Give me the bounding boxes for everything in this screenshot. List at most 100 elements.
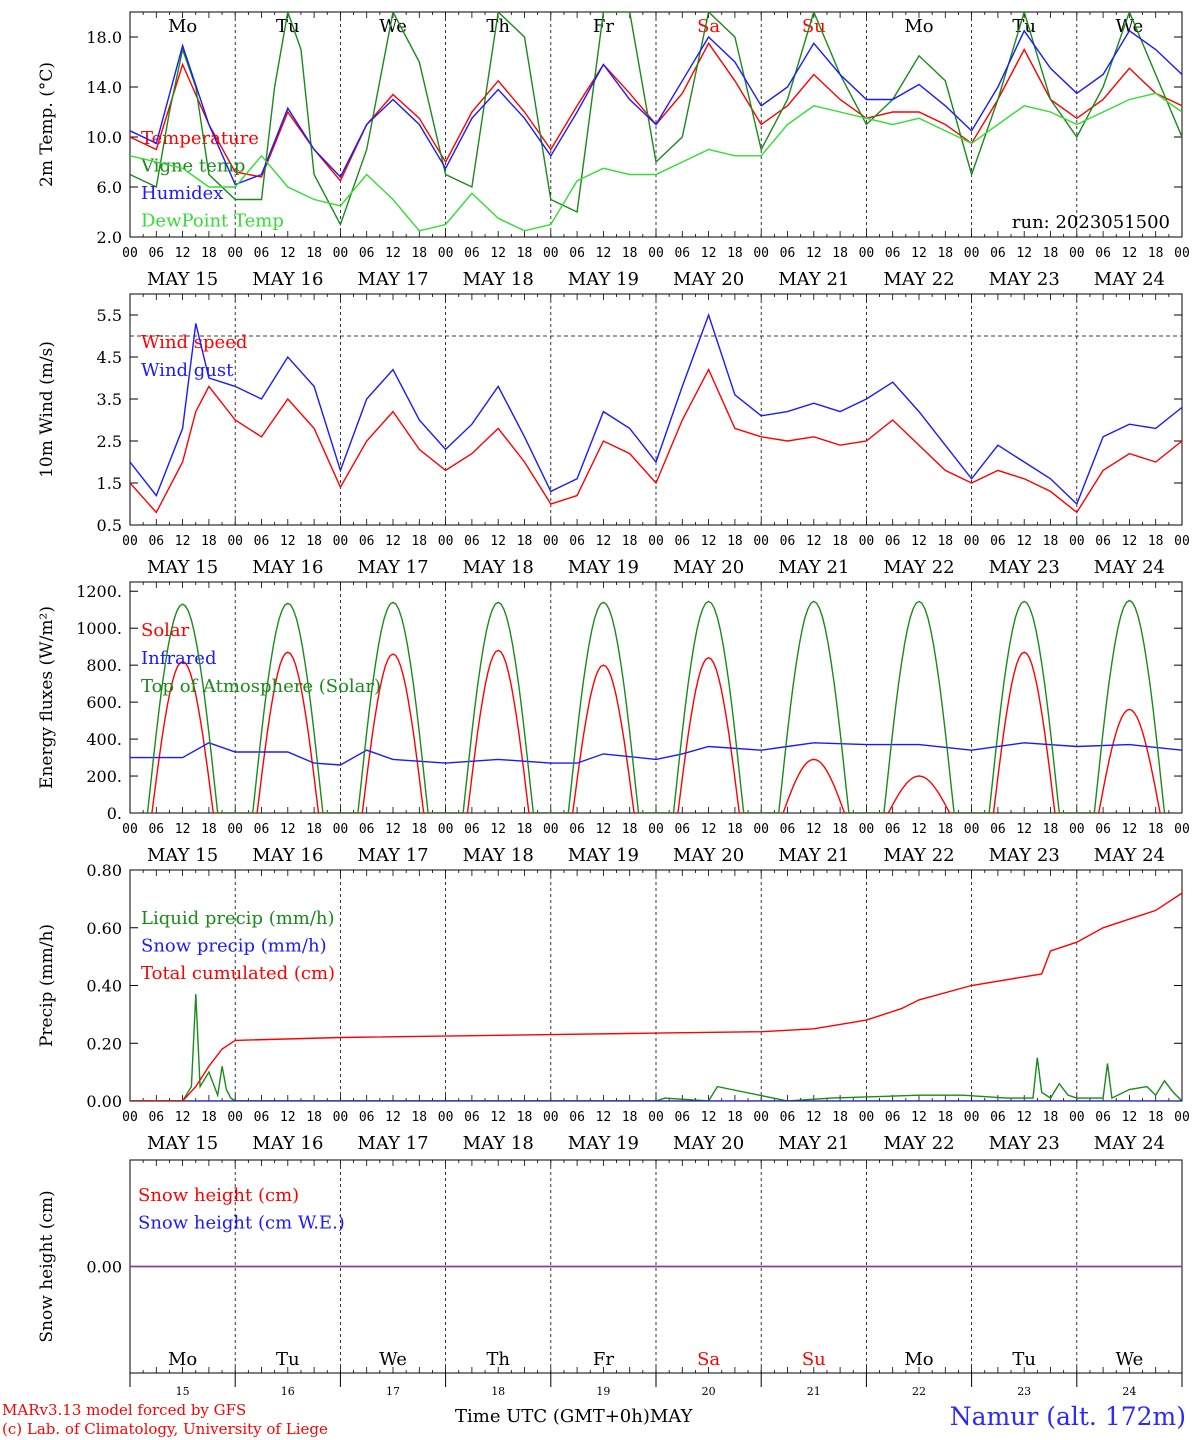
hour-tick-label: 06	[359, 822, 375, 837]
date-label: MAY 20	[673, 845, 744, 866]
date-label: MAY 17	[357, 1133, 428, 1154]
hour-tick-label: 18	[1148, 822, 1164, 837]
hour-tick-label: 18	[411, 246, 427, 261]
hour-tick-label: 00	[438, 822, 454, 837]
hour-tick-label: 12	[490, 534, 506, 549]
hour-tick-label: 12	[596, 822, 612, 837]
date-label: MAY 16	[252, 845, 323, 866]
day-name-label: Fr	[593, 16, 614, 37]
y-axis-label: 10m Wind (m/s)	[37, 341, 57, 478]
hour-tick-label: 18	[727, 246, 743, 261]
hour-tick-label: 06	[885, 822, 901, 837]
hour-tick-label: 12	[596, 534, 612, 549]
hour-tick-label: 18	[622, 822, 638, 837]
hour-tick-label: 12	[385, 534, 401, 549]
lab-credit: (c) Lab. of Climatology, University of L…	[2, 1420, 328, 1438]
hour-tick-label: 12	[175, 1110, 191, 1125]
day-name-label: Mo	[904, 16, 933, 37]
hour-tick-label: 12	[280, 534, 296, 549]
hour-tick-label: 00	[648, 1110, 664, 1125]
hour-tick-label: 12	[385, 246, 401, 261]
hour-tick-label: 18	[517, 246, 533, 261]
station-label: Namur (alt. 172m)	[949, 1402, 1186, 1431]
date-label: MAY 20	[673, 269, 744, 290]
date-label: MAY 24	[1094, 557, 1165, 578]
hour-tick-label: 06	[990, 1110, 1006, 1125]
hour-tick-label: 12	[911, 1110, 927, 1125]
day-name-label: Mo	[904, 1349, 933, 1370]
legend-entry: Top of Atmosphere (Solar)	[141, 676, 381, 697]
hour-tick-label: 06	[990, 822, 1006, 837]
hour-tick-label: 06	[674, 246, 690, 261]
hour-tick-label: 18	[832, 246, 848, 261]
hour-tick-label: 00	[227, 1110, 243, 1125]
hour-tick-label: 12	[1122, 246, 1138, 261]
y-tick-label: 6.0	[97, 178, 122, 197]
hour-tick-label: 00	[859, 246, 875, 261]
hour-tick-label: 12	[701, 822, 717, 837]
hour-tick-label: 18	[517, 1110, 533, 1125]
hour-tick-label: 06	[674, 822, 690, 837]
date-label: MAY 23	[989, 1133, 1060, 1154]
date-label: MAY 19	[568, 269, 639, 290]
hour-tick-label: 00	[859, 1110, 875, 1125]
legend-entry: Snow precip (mm/h)	[141, 936, 327, 957]
date-label: MAY 22	[883, 557, 954, 578]
time-axis-label: Time UTC (GMT+0h)MAY	[455, 1406, 693, 1427]
hour-tick-label: 18	[832, 1110, 848, 1125]
y-tick-label: 14.0	[86, 78, 122, 97]
hour-tick-label: 18	[1148, 1110, 1164, 1125]
hour-tick-label: 06	[885, 1110, 901, 1125]
date-label: MAY 18	[463, 557, 534, 578]
date-label: MAY 17	[357, 845, 428, 866]
date-label: MAY 24	[1094, 1133, 1165, 1154]
hour-tick-label: 00	[753, 822, 769, 837]
date-label: MAY 23	[989, 269, 1060, 290]
hour-tick-label: 00	[122, 1110, 138, 1125]
date-label: MAY 23	[989, 845, 1060, 866]
run-annotation: run: 2023051500	[1012, 212, 1170, 233]
hour-tick-label: 18	[306, 1110, 322, 1125]
series-line-wind-speed	[130, 367, 1182, 514]
hour-tick-label: 00	[964, 822, 980, 837]
hour-tick-label: 12	[806, 246, 822, 261]
legend-entry: Infrared	[141, 648, 216, 669]
day-number-label: 17	[386, 1385, 400, 1398]
hour-tick-label: 00	[438, 246, 454, 261]
y-axis-label: Precip (mm/h)	[37, 924, 57, 1047]
date-label: MAY 22	[883, 269, 954, 290]
y-axis-label: Snow height (cm)	[37, 1190, 57, 1342]
hour-tick-label: 18	[201, 822, 217, 837]
date-label: MAY 21	[778, 845, 849, 866]
hour-tick-label: 06	[148, 246, 164, 261]
hour-tick-label: 18	[622, 246, 638, 261]
hour-tick-label: 06	[254, 822, 270, 837]
hour-tick-label: 06	[674, 534, 690, 549]
legend-entry: Humidex	[141, 183, 223, 204]
date-label: MAY 24	[1094, 845, 1165, 866]
hour-tick-label: 00	[543, 1110, 559, 1125]
hour-tick-label: 18	[411, 822, 427, 837]
hour-tick-label: 06	[148, 534, 164, 549]
date-label: MAY 15	[147, 269, 218, 290]
y-tick-label: 2.5	[97, 432, 122, 451]
hour-tick-label: 18	[937, 246, 953, 261]
hour-tick-label: 12	[1122, 822, 1138, 837]
hour-tick-label: 00	[543, 822, 559, 837]
series-line-solar	[151, 649, 1161, 813]
hour-tick-label: 18	[832, 534, 848, 549]
hour-tick-label: 06	[569, 246, 585, 261]
hour-tick-label: 12	[806, 1110, 822, 1125]
hour-tick-label: 18	[1148, 246, 1164, 261]
day-name-label: Fr	[593, 1349, 614, 1370]
day-name-label: Mo	[168, 1349, 197, 1370]
legend-entry: Wind gust	[141, 360, 234, 381]
day-name-label: We	[379, 1349, 407, 1370]
hour-tick-label: 00	[438, 1110, 454, 1125]
hour-tick-label: 18	[517, 534, 533, 549]
hour-tick-label: 00	[1069, 534, 1085, 549]
hour-tick-label: 06	[885, 246, 901, 261]
hour-tick-label: 00	[964, 1110, 980, 1125]
hour-tick-label: 12	[490, 822, 506, 837]
hour-tick-label: 00	[964, 246, 980, 261]
